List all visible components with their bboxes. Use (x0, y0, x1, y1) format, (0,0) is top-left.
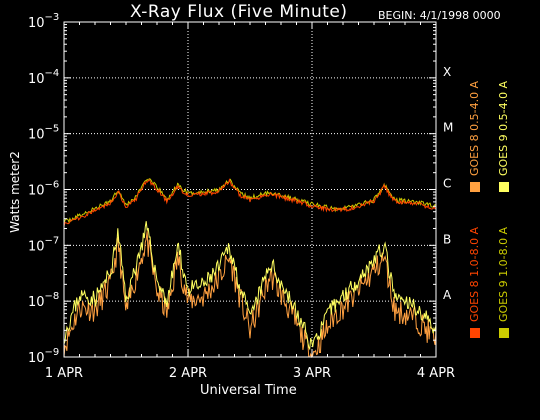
legend-label: GOES 9 1.0-8.0 A (497, 226, 510, 322)
x-axis-label: Universal Time (200, 383, 297, 398)
x-tick-label: 3 APR (293, 366, 331, 381)
legend-swatch (470, 182, 480, 192)
axis-ticks: 10−9 10−8 10−7 10−6 10−5 10−4 10−3 1 APR 2 APR 3 … (28, 12, 455, 381)
y-tick-label: 10−4 (28, 68, 59, 87)
begin-date: BEGIN: 4/1/1998 0000 (378, 9, 501, 22)
chart-title: X-Ray Flux (Five Minute) (130, 2, 348, 22)
legend-label: GOES 8 1.0-8.0 A (468, 226, 481, 322)
legend-label: GOES 9 0.5-4.0 A (497, 80, 510, 176)
y-tick-label: 10−7 (28, 235, 59, 254)
x-tick-label: 1 APR (45, 366, 83, 381)
y-axis-label: Watts meter2 (8, 151, 22, 233)
flare-class-label: X (443, 65, 451, 79)
series-line-goes-9-0-5-4-0-a (63, 221, 437, 351)
y-tick-label: 10−5 (28, 124, 59, 143)
flare-class-label: B (443, 232, 451, 246)
flare-class-label: A (443, 288, 452, 302)
flare-class-label: C (443, 177, 451, 191)
legend-label: GOES 8 0.5-4.0 A (468, 80, 481, 176)
y-tick-label: 10−8 (28, 291, 59, 310)
y-tick-label: 10−9 (28, 347, 59, 366)
series-line-goes-8-1-0-8-0-a (63, 178, 437, 227)
y-tick-label: 10−6 (28, 180, 59, 199)
series-line-goes-9-1-0-8-0-a (63, 178, 437, 225)
x-tick-label: 2 APR (169, 366, 207, 381)
flare-class-label: M (443, 121, 453, 135)
legend-swatch (499, 182, 509, 192)
legend-swatch (470, 328, 480, 338)
series-line-goes-8-0-5-4-0-a (63, 230, 437, 359)
x-tick-label: 4 APR (417, 366, 455, 381)
y-tick-label: 10−3 (28, 12, 59, 31)
legend-swatch (499, 328, 509, 338)
series-lines (63, 178, 437, 359)
